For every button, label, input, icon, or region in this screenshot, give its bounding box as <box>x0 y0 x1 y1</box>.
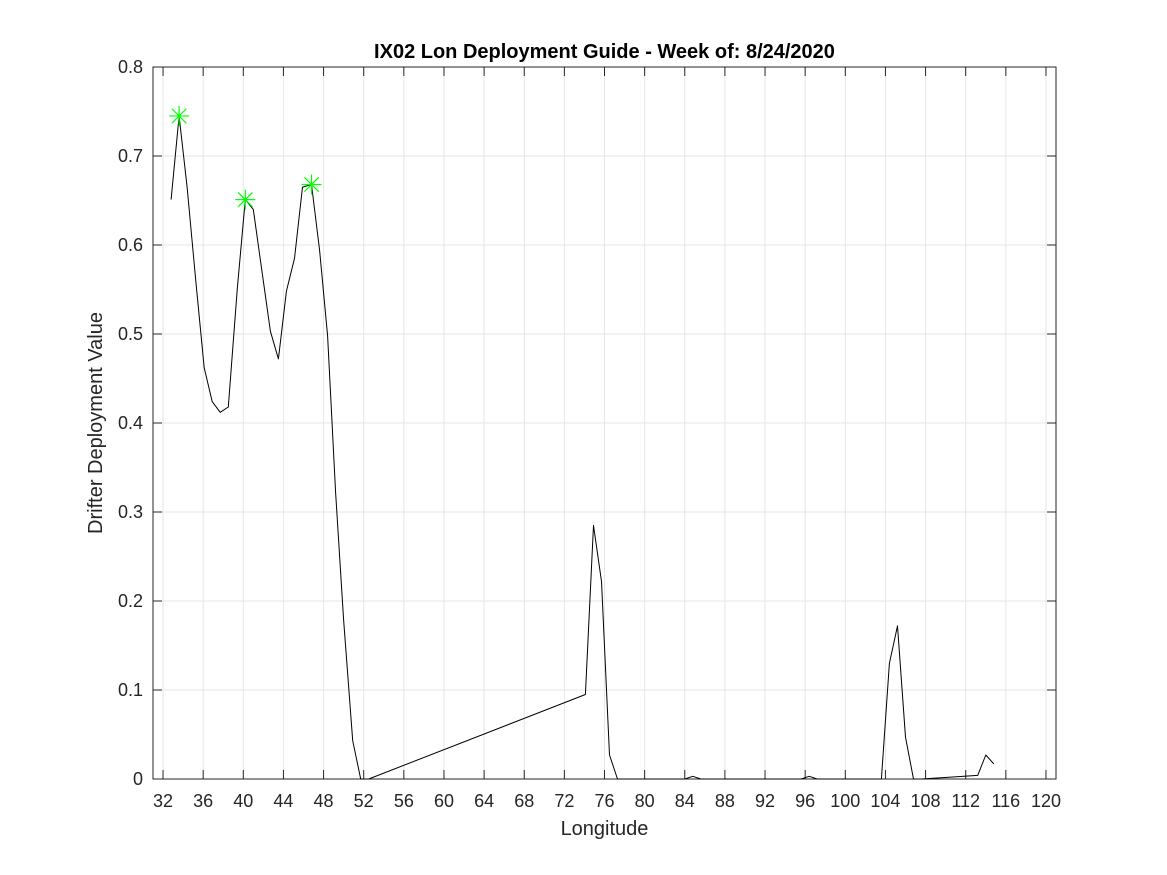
x-tick-label: 88 <box>715 791 735 811</box>
peak-marker <box>235 189 256 210</box>
peak-marker <box>169 105 190 126</box>
x-tick-label: 112 <box>951 791 980 811</box>
axis-ticks: 32 36 40 44 48 52 56 60 64 68 72 76 80 84 88 92 96 100 104… <box>118 57 1061 811</box>
x-tick-label: 32 <box>153 791 173 811</box>
y-tick-label: 0.1 <box>118 680 143 700</box>
x-tick-label: 96 <box>795 791 815 811</box>
x-tick-label: 60 <box>434 791 454 811</box>
x-tick-label: 76 <box>594 791 614 811</box>
x-tick-label: 108 <box>911 791 941 811</box>
x-tick-label: 84 <box>675 791 695 811</box>
x-tick-label: 100 <box>830 791 860 811</box>
y-tick-label: 0.3 <box>118 502 143 522</box>
x-tick-label: 48 <box>314 791 334 811</box>
x-tick-label: 68 <box>514 791 534 811</box>
y-tick-label: 0.6 <box>118 235 143 255</box>
y-tick-label: 0.7 <box>118 146 143 166</box>
x-tick-label: 52 <box>354 791 374 811</box>
y-tick-label: 0.8 <box>118 57 143 77</box>
x-tick-label: 80 <box>635 791 655 811</box>
x-tick-label: 120 <box>1031 791 1061 811</box>
x-tick-label: 40 <box>233 791 253 811</box>
x-tick-label: 64 <box>474 791 494 811</box>
series-line <box>170 115 995 780</box>
grid-lines <box>153 66 1056 780</box>
x-tick-label: 104 <box>870 791 900 811</box>
x-tick-label: 56 <box>394 791 414 811</box>
y-tick-label: 0.5 <box>118 324 143 344</box>
data-series <box>170 115 995 780</box>
y-tick-label: 0.4 <box>118 413 143 433</box>
peak-marker <box>301 174 322 195</box>
peak-markers <box>169 105 322 210</box>
y-axis-title: Drifter Deployment Value <box>85 312 107 534</box>
y-tick-label: 0 <box>133 769 143 789</box>
x-tick-label: 36 <box>193 791 213 811</box>
y-tick-label: 0.2 <box>118 591 143 611</box>
x-tick-label: 72 <box>554 791 574 811</box>
x-axis-title: Longitude <box>561 818 649 840</box>
x-tick-label: 44 <box>273 791 293 811</box>
chart-title: IX02 Lon Deployment Guide - Week of: 8/2… <box>374 41 835 63</box>
x-tick-label: 92 <box>755 791 775 811</box>
x-tick-label: 116 <box>991 791 1020 811</box>
